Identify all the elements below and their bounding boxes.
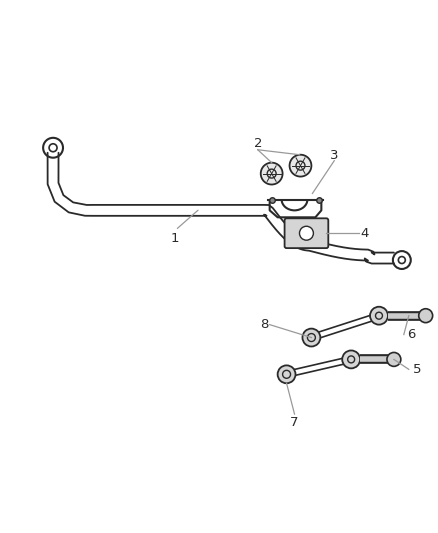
Circle shape [303, 329, 320, 346]
Circle shape [261, 163, 283, 184]
Text: 4: 4 [360, 227, 368, 240]
Text: 8: 8 [261, 318, 269, 331]
FancyBboxPatch shape [285, 219, 328, 248]
Text: 2: 2 [254, 138, 262, 150]
Circle shape [387, 352, 401, 366]
Text: 5: 5 [413, 363, 421, 376]
Circle shape [300, 226, 314, 240]
Text: 6: 6 [408, 328, 416, 341]
Circle shape [342, 351, 360, 368]
Text: 3: 3 [330, 149, 339, 162]
Circle shape [370, 307, 388, 325]
Text: 1: 1 [171, 232, 180, 245]
Text: 7: 7 [290, 416, 299, 429]
Circle shape [419, 309, 433, 322]
Circle shape [290, 155, 311, 176]
Circle shape [278, 365, 296, 383]
